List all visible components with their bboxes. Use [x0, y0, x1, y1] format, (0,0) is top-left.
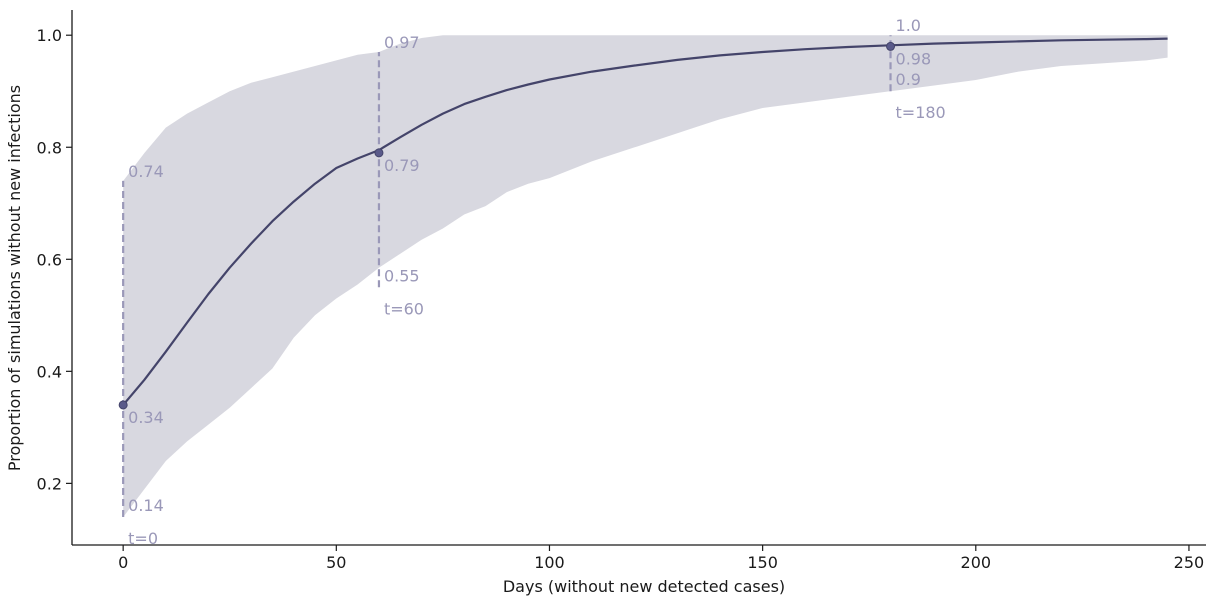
confidence-band-layer: [123, 35, 1168, 517]
y-tick-label: 0.2: [37, 474, 62, 493]
median-line-layer: [122, 37, 1168, 406]
x-axis-title: Days (without new detected cases): [503, 577, 785, 596]
median-point: [374, 148, 384, 158]
marker-t0: 0.74 0.34 0.14 t=0: [118, 162, 164, 548]
x-tick-label: 150: [747, 553, 778, 572]
x-tick-label: 50: [326, 553, 346, 572]
lower-label: 0.14: [128, 496, 164, 515]
median-label: 0.98: [896, 49, 932, 68]
marker-t60: 0.97 0.79 0.55 t=60: [374, 33, 424, 318]
annotation-markers-layer: 0.74 0.34 0.14 t=0 0.97 0.79 0.55 t=60 1.0 0.98 0.…: [118, 16, 946, 548]
y-tick-label: 0.8: [37, 138, 62, 157]
lower-label: 0.9: [896, 70, 921, 89]
median-label: 0.79: [384, 156, 420, 175]
x-tick-label: 100: [534, 553, 565, 572]
lower-label: 0.55: [384, 266, 420, 285]
median-point: [118, 400, 128, 410]
y-tick-label: 1.0: [37, 26, 62, 45]
x-tick-label: 200: [961, 553, 992, 572]
t-label: t=60: [384, 299, 424, 318]
t-label: t=180: [896, 103, 946, 122]
marker-t180: 1.0 0.98 0.9 t=180: [886, 16, 946, 122]
x-tick-label: 250: [1174, 553, 1205, 572]
axes-layer: 0 50 100 150 200 250 0.2 0.4 0.6 0.8 1.0: [37, 10, 1206, 572]
y-tick-label: 0.6: [37, 250, 62, 269]
median-label: 0.34: [128, 408, 164, 427]
upper-label: 1.0: [896, 16, 921, 35]
confidence-band: [123, 35, 1168, 517]
t-label: t=0: [128, 529, 158, 548]
median-point: [886, 41, 896, 51]
median-line: [122, 37, 1168, 406]
x-tick-label: 0: [118, 553, 128, 572]
upper-label: 0.97: [384, 33, 420, 52]
upper-label: 0.74: [128, 162, 164, 181]
y-axis-title: Proportion of simulations without new in…: [5, 85, 24, 471]
y-tick-label: 0.4: [37, 362, 62, 381]
